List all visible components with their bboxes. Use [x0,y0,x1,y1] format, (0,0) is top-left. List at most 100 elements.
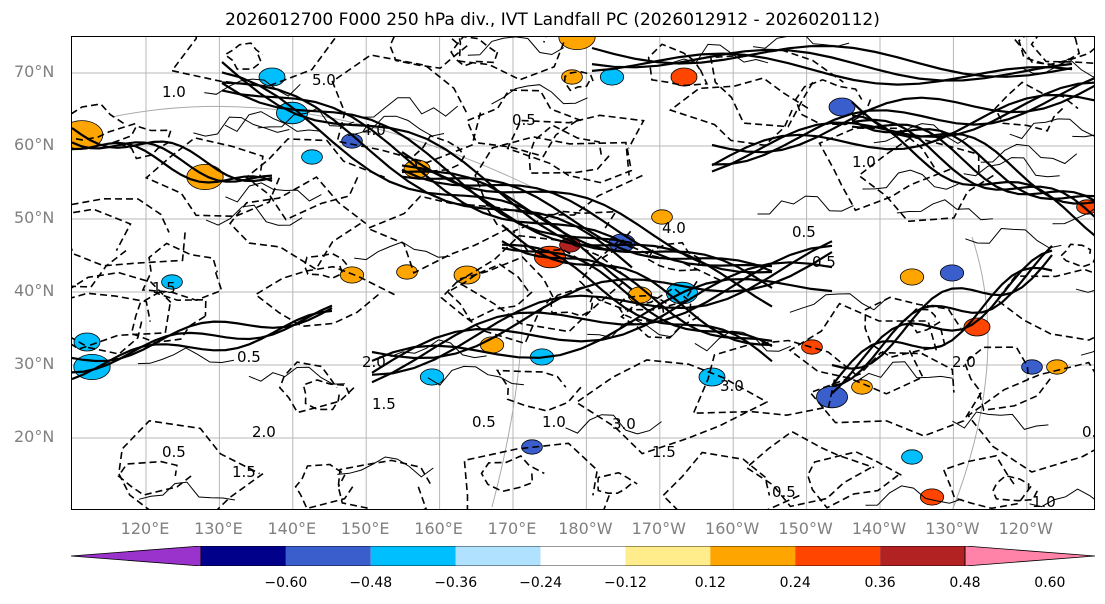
divergence-patch [816,385,849,409]
divergence-patch [851,379,873,395]
ivt-contour-solid [401,168,773,268]
ivt-contour-dashed [229,176,367,271]
ivt-contour-dashed [818,127,951,212]
divergence-patch [1046,359,1068,375]
ivt-contour-thin [1072,134,1094,138]
ivt-contour-dashed [794,78,872,126]
lat-label: 50°N [14,208,55,227]
divergence-patch [521,439,543,455]
ivt-contour-solid [72,127,273,183]
divergence-patch [561,69,583,85]
ivt-contour-solid [591,44,1073,78]
ivt-contour-thin [361,97,459,118]
colorbar-tick-label: −0.24 [519,575,562,591]
divergence-patch [73,332,101,352]
colorbar-extend-low [71,546,202,566]
lat-label: 70°N [14,62,55,81]
ivt-contour-thin [248,366,345,385]
ivt-contour-thin [193,116,290,137]
colorbar-segment [540,546,626,566]
divergence-patch [558,37,596,50]
ivt-contour-dashed [578,240,723,311]
colorbar-segment [285,546,371,566]
ivt-contour-solid [221,61,633,254]
ivt-contour-solid [401,170,773,289]
ivt-contour-thin [694,330,792,352]
ivt-contour-dashed [967,361,1094,473]
ivt-contour-dashed [661,451,800,509]
lat-label: 40°N [14,281,55,300]
contour-label: 1.5 [652,443,676,461]
ivt-contour-solid [591,48,1073,82]
colorbar-segment [370,546,456,566]
divergence-patch [698,367,726,387]
ivt-contour-thin [671,43,769,64]
ivt-contour-dashed [72,208,132,288]
contour-label: 2.0 [362,353,386,371]
lon-label: 170°E [487,519,537,538]
ivt-contour-dashed [141,242,223,302]
ivt-contour-solid [851,123,1094,202]
ivt-contour-dashed [1018,37,1094,66]
ivt-contour-dashed [942,454,1032,509]
contour-label: 0.5 [472,413,496,431]
ivt-contour-dashed [294,463,354,509]
map-panel[interactable]: 5.0 4.0 0.5 1.0 1.5 2.0 3.0 4.0 0.5 1.0 0.5 1.5 3.0 0… [71,36,1095,510]
colorbar-tick-label: 0.24 [779,575,811,591]
lon-label: 120°W [998,519,1053,538]
ivt-contour-solid [831,249,1053,395]
ivt-contour-thin [565,414,662,435]
ivt-contour-dashed [574,359,768,455]
ivt-contour-solid [72,141,273,184]
colorbar-segment [455,546,541,566]
ivt-contour-dashed [72,292,151,355]
ivt-contour-dashed [646,241,702,272]
contour-label: 1.5 [372,395,396,413]
contour-label: 0.5 [162,443,186,461]
map-title: 2026012700 F000 250 hPa div., IVT Landfa… [225,10,880,30]
contour-label: 0.5 [237,348,261,366]
colorbar-frame [200,546,966,566]
ivt-contour-dashed [809,351,982,437]
divergence-patch [801,339,823,355]
colorbar-tick-label: −0.12 [603,575,647,591]
lat-label: 20°N [14,427,55,446]
coastline [111,105,533,188]
ivt-contour-dashed [455,234,634,333]
ivt-contour-solid [72,141,273,183]
lon-label: 140°E [267,519,317,538]
ivt-contour-solid [371,251,833,360]
ivt-contour-dashed [331,54,482,164]
ivt-contour-dashed [596,471,638,494]
ivt-contour-thin [137,347,234,365]
ivt-contour-dashed [446,263,533,322]
ivt-contour-dashed [72,103,136,141]
divergence-patch [258,67,286,87]
lat-label: 30°N [14,354,55,373]
contour-label: 2.0 [252,423,276,441]
divergence-patch [1021,359,1043,375]
ivt-contour-dashed [278,361,355,414]
ivt-contour-thin [354,241,451,261]
ivt-contour-solid [72,304,333,374]
ivt-contour-dashed [303,252,349,280]
ivt-contours [72,37,1094,509]
contour-label: 1.0 [1032,493,1056,510]
ivt-contour-solid [831,266,1053,387]
ivt-contour-dashed [668,77,812,147]
ivt-contour-thin [1020,57,1094,78]
ivt-contour-thin [225,182,322,203]
colorbar-tick-label: 0.60 [1034,575,1066,591]
ivt-contour-solid [711,93,1094,167]
ivt-contour-dashed [389,37,468,70]
contour-label: 1.0 [852,153,876,171]
ivt-contour-dashed [616,294,671,323]
ivt-contour-thin [491,84,588,105]
ivt-contour-dashed [692,339,863,417]
ivt-contour-dashed [111,125,172,160]
ivt-contour-thin [204,78,301,97]
lon-label: 160°W [705,519,760,538]
colorbar-segment [880,546,965,566]
lon-label: 150°E [340,519,390,538]
ivt-contour-dashed [902,308,941,334]
